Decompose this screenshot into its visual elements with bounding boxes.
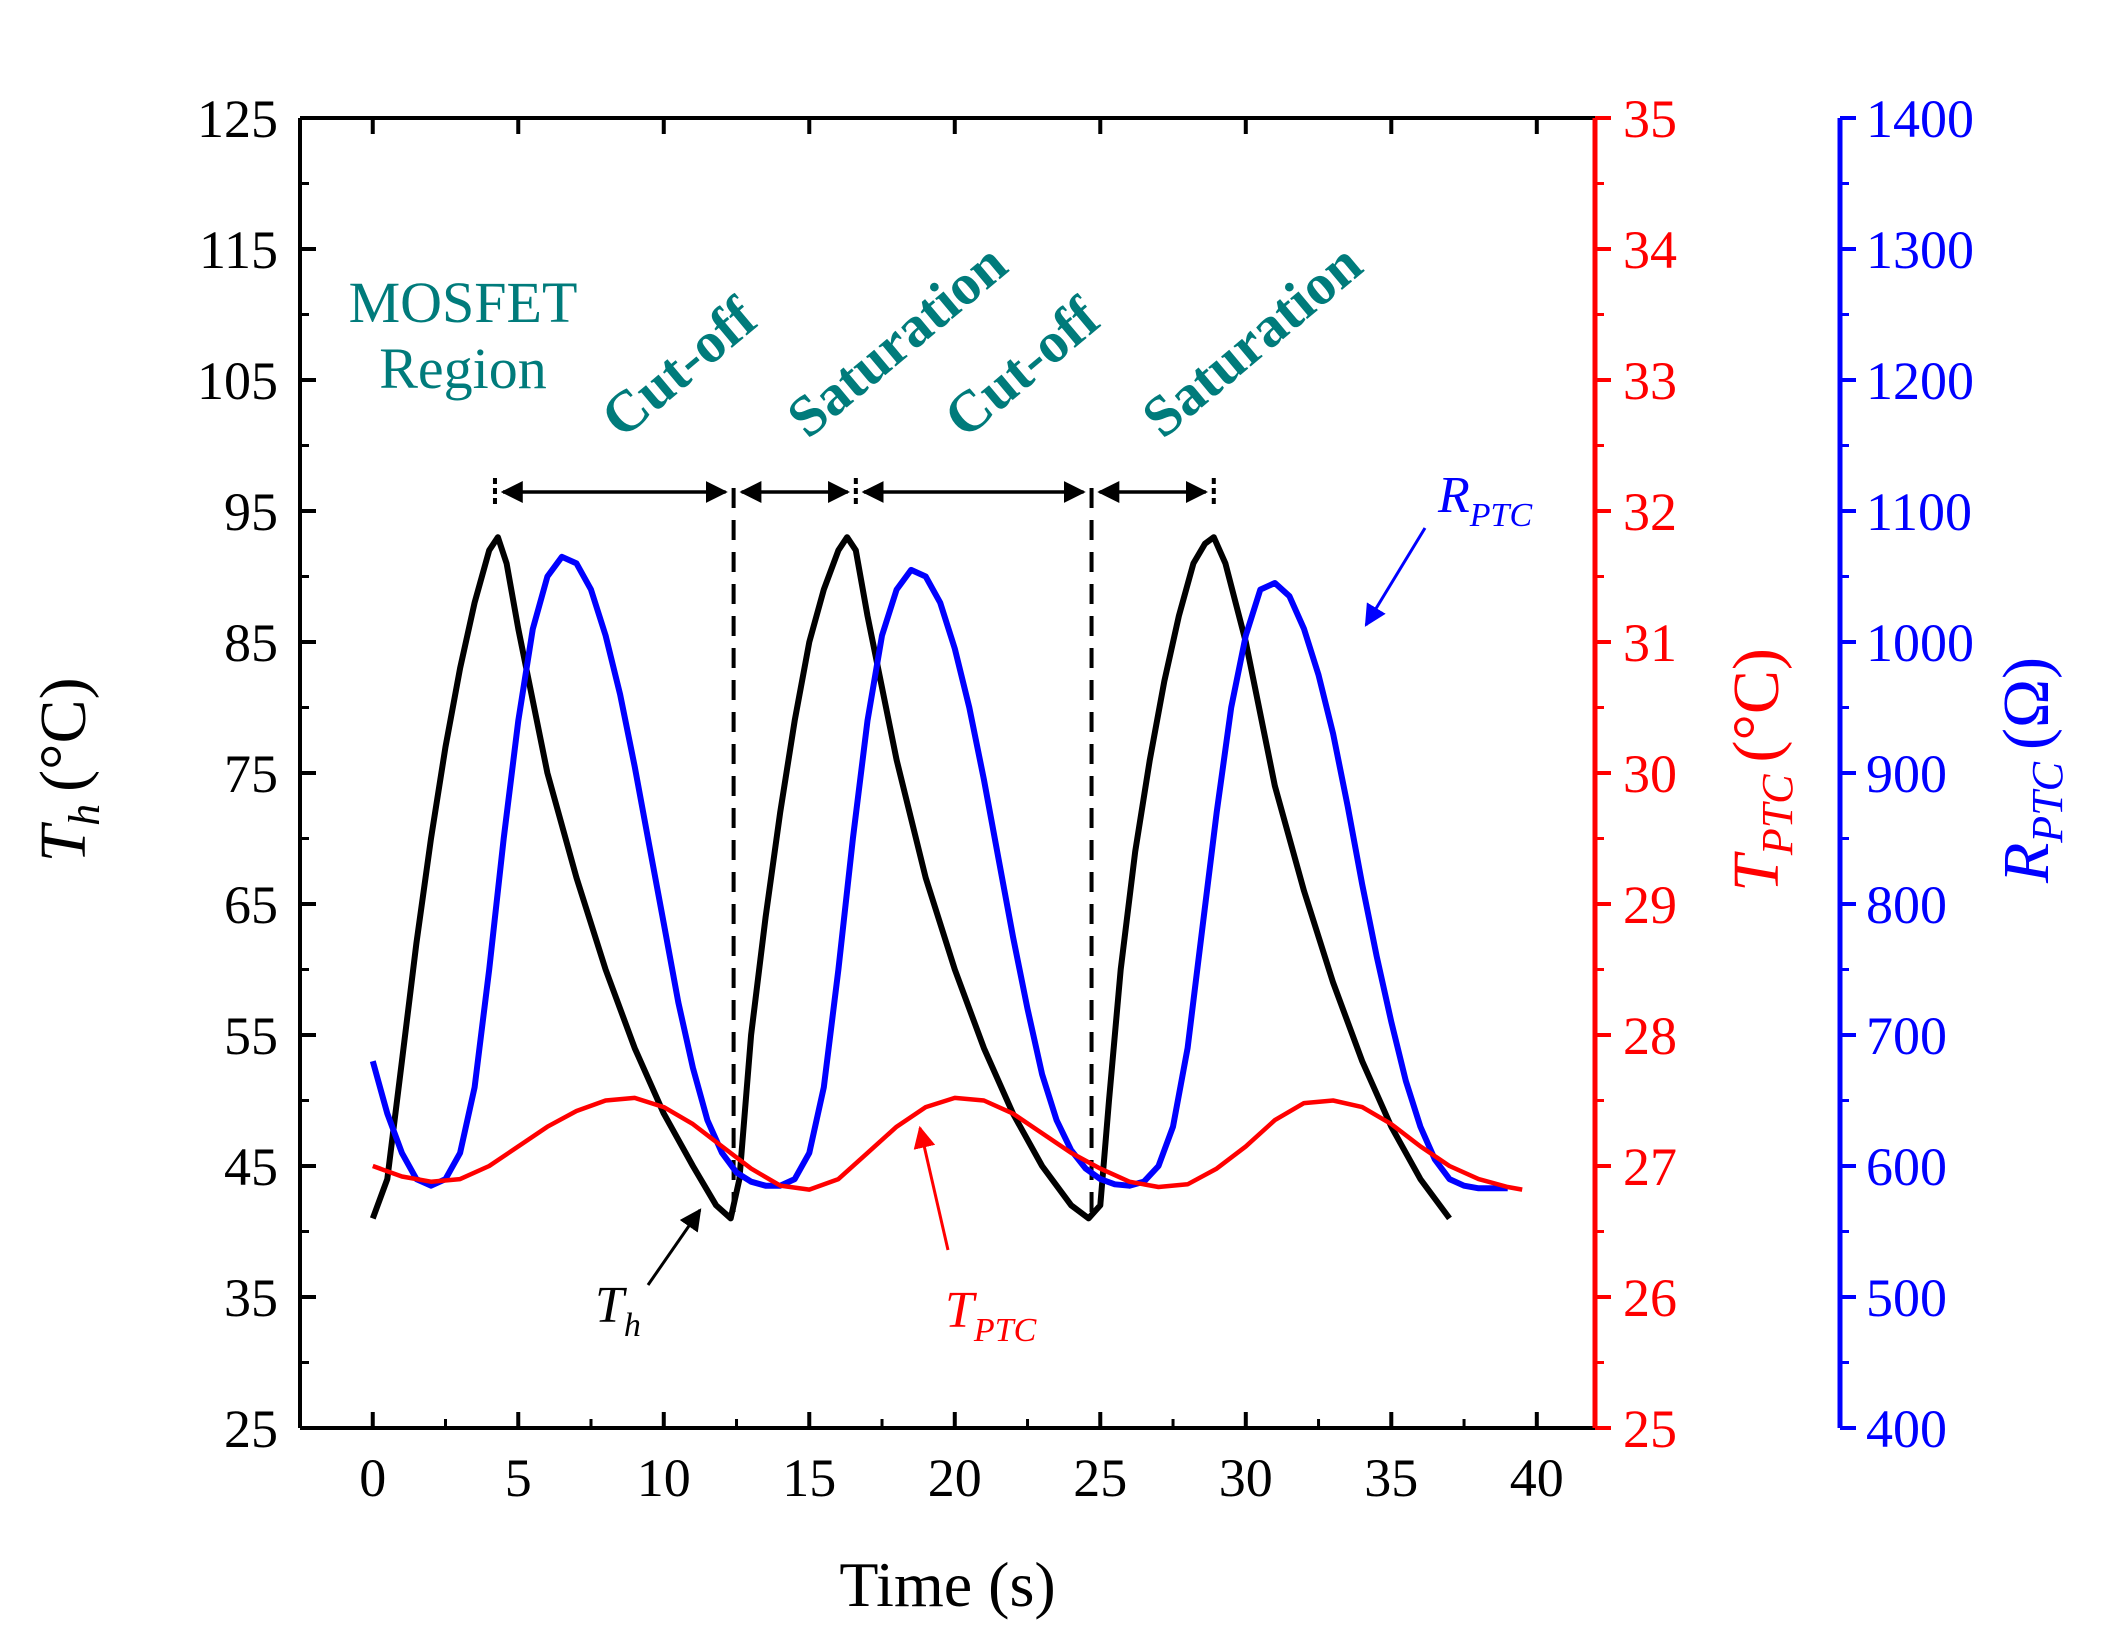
region-dividers (731, 488, 1094, 1218)
right1-tick-label: 26 (1623, 1268, 1677, 1328)
right2-axis-title: RPTC (Ω) (1990, 657, 2072, 884)
left-axis-title-unit: (°C) (27, 677, 100, 791)
series-line-tptc (372, 1095, 1523, 1192)
right2-tick-label: 1000 (1866, 613, 1974, 673)
x-tick-label: 20 (928, 1448, 982, 1508)
right1-axis-title-text: TPTC (°C) (1720, 648, 1802, 892)
axis-ticks: 0 5 10 15 20 25 30 35 40 Time (s) 25 35 45 55 65 75 85 95… (197, 89, 1974, 1620)
right2-tick-label: 400 (1866, 1399, 1947, 1459)
x-tick-label: 10 (637, 1448, 691, 1508)
curve-label-arrow (1364, 527, 1427, 627)
x-tick-label: 5 (505, 1448, 532, 1508)
right1-tick-label: 33 (1623, 351, 1677, 411)
left-tick-label: 35 (224, 1268, 278, 1328)
right2-tick-label: 1100 (1866, 482, 1972, 542)
right1-tick-label: 27 (1623, 1137, 1677, 1197)
right2-axis-title-unit: (Ω) (1990, 657, 2063, 750)
region-label: Cut-off (589, 284, 770, 450)
right2-tick-label: 800 (1866, 875, 1947, 935)
left-tick-label: 75 (224, 744, 278, 804)
curve-label-arrow (646, 1208, 702, 1286)
right1-tick-label: 34 (1623, 220, 1677, 280)
left-tick-label: 25 (224, 1399, 278, 1459)
x-tick-label: 30 (1219, 1448, 1273, 1508)
left-axis-title-sub: h (60, 804, 109, 826)
x-tick-label: 35 (1364, 1448, 1418, 1508)
right1-axis-title-sub: PTC (1753, 774, 1802, 856)
series-line-rptc (369, 553, 1508, 1192)
left-tick-label: 115 (199, 220, 278, 280)
right2-axis-title-sub: PTC (2023, 761, 2072, 843)
curve-label-main: T (945, 1282, 977, 1339)
right1-tick-label: 31 (1623, 613, 1677, 673)
right2-tick-label: 700 (1866, 1006, 1947, 1066)
x-tick-label: 25 (1073, 1448, 1127, 1508)
left-tick-label: 45 (224, 1137, 278, 1197)
x-tick-label: 40 (1510, 1448, 1564, 1508)
right1-tick-label: 29 (1623, 875, 1677, 935)
right1-axis-title-unit: (°C) (1720, 648, 1793, 762)
left-axis-title-text: Th (°C) (27, 677, 109, 862)
right1-axis-title: TPTC (°C) (1720, 648, 1802, 892)
curve-label-main: T (595, 1277, 627, 1334)
right2-tick-label: 900 (1866, 744, 1947, 804)
series-lines (369, 534, 1523, 1222)
curve-label: TPTC (945, 1282, 1037, 1349)
left-tick-label: 65 (224, 875, 278, 935)
region-arrows (492, 478, 1216, 506)
right2-axis-title-text: RPTC (Ω) (1990, 657, 2072, 884)
curve-label-arrow (913, 1125, 950, 1251)
right2-tick-label: 1400 (1866, 89, 1974, 149)
right1-tick-label: 25 (1623, 1399, 1677, 1459)
left-tick-label: 85 (224, 613, 278, 673)
curve-label: RPTC (1437, 467, 1532, 534)
curve-label-sub: PTC (1469, 497, 1533, 534)
left-tick-label: 105 (197, 351, 278, 411)
right1-tick-label: 32 (1623, 482, 1677, 542)
curve-label: Th (595, 1277, 641, 1344)
right2-tick-label: 1200 (1866, 351, 1974, 411)
right1-tick-label: 30 (1623, 744, 1677, 804)
region-header-line1: MOSFET (349, 270, 578, 335)
x-axis-title: Time (s) (839, 1549, 1055, 1620)
series-line-th (369, 534, 1452, 1222)
right2-tick-label: 1300 (1866, 220, 1974, 280)
curve-label-sub: h (624, 1307, 641, 1344)
region-header-line2: Region (379, 336, 547, 401)
right1-axis-title-main: T (1720, 851, 1793, 892)
right1-tick-label: 35 (1623, 89, 1677, 149)
x-tick-label: 0 (359, 1448, 386, 1508)
left-tick-label: 125 (197, 89, 278, 149)
curve-label-main: R (1437, 467, 1470, 524)
left-axis-title-main: T (27, 822, 100, 863)
x-tick-label: 15 (782, 1448, 836, 1508)
left-axis-title: Th (°C) (27, 677, 109, 862)
right2-tick-label: 600 (1866, 1137, 1947, 1197)
right2-tick-label: 500 (1866, 1268, 1947, 1328)
right1-tick-label: 28 (1623, 1006, 1677, 1066)
curve-label-sub: PTC (973, 1312, 1037, 1349)
right2-axis-title-main: R (1990, 843, 2063, 884)
region-label: Saturation (1130, 230, 1374, 450)
left-tick-label: 95 (224, 482, 278, 542)
left-tick-label: 55 (224, 1006, 278, 1066)
